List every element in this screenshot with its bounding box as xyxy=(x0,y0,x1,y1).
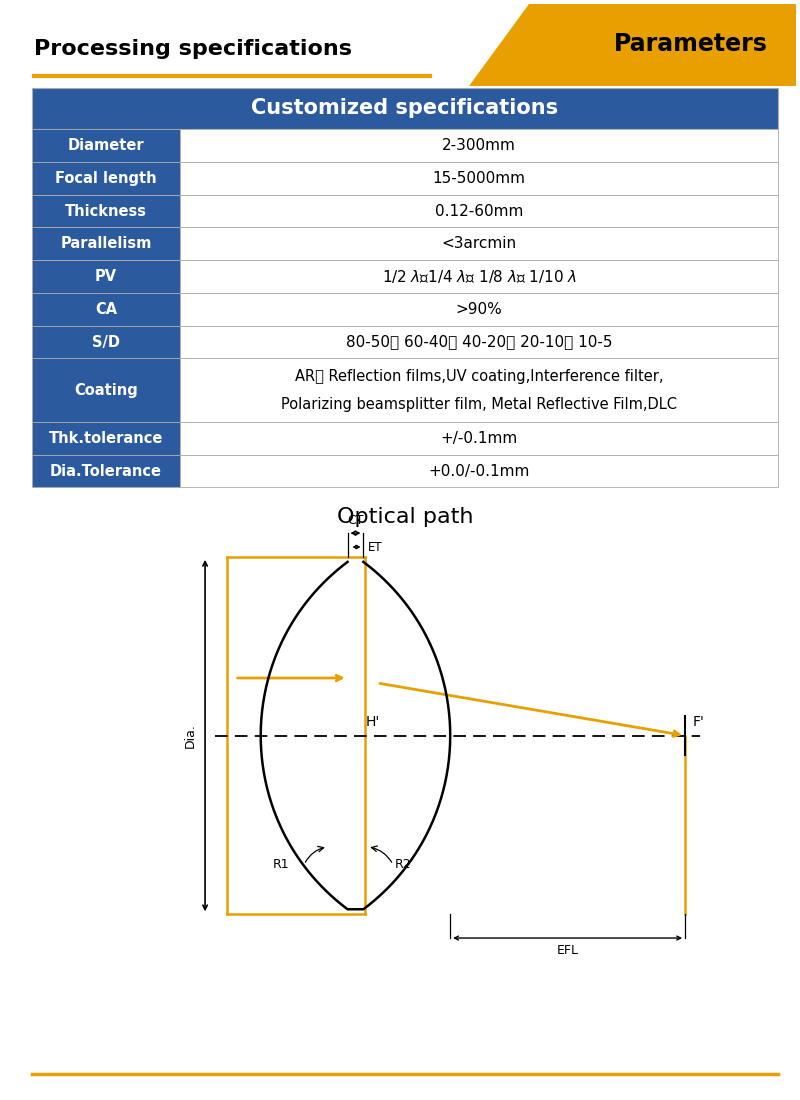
Text: 2-300mm: 2-300mm xyxy=(442,139,516,153)
Text: R2: R2 xyxy=(395,858,412,871)
Bar xyxy=(180,326,778,359)
Text: Customized specifications: Customized specifications xyxy=(251,98,558,119)
Text: Thickness: Thickness xyxy=(65,204,147,219)
Text: Processing specifications: Processing specifications xyxy=(34,39,352,58)
Text: ET: ET xyxy=(368,540,383,553)
Polygon shape xyxy=(470,4,796,86)
Bar xyxy=(32,261,180,293)
Text: Dia.Tolerance: Dia.Tolerance xyxy=(50,463,162,478)
Text: 1/2 $\lambda$、1/4 $\lambda$、 1/8 $\lambda$、 1/10 $\lambda$: 1/2 $\lambda$、1/4 $\lambda$、 1/8 $\lambd… xyxy=(382,268,577,285)
Text: Coating: Coating xyxy=(74,383,138,398)
Text: Focal length: Focal length xyxy=(55,170,157,186)
Text: Optical path: Optical path xyxy=(337,507,473,527)
Bar xyxy=(180,261,778,293)
Text: Polarizing beamsplitter film, Metal Reflective Film,DLC: Polarizing beamsplitter film, Metal Refl… xyxy=(281,397,677,411)
Bar xyxy=(180,162,778,195)
Text: EFL: EFL xyxy=(557,944,578,957)
Text: S/D: S/D xyxy=(92,334,120,350)
Text: PV: PV xyxy=(95,270,117,284)
Bar xyxy=(180,228,778,261)
Bar xyxy=(180,129,778,162)
Text: <3arcmin: <3arcmin xyxy=(442,236,517,251)
Text: R1: R1 xyxy=(273,858,289,871)
Bar xyxy=(32,422,180,454)
Text: Dia.: Dia. xyxy=(184,723,197,748)
Bar xyxy=(32,454,180,487)
Bar xyxy=(32,129,180,162)
Text: Diameter: Diameter xyxy=(68,139,145,153)
Bar xyxy=(180,454,778,487)
Text: Parallelism: Parallelism xyxy=(61,236,152,251)
Text: H': H' xyxy=(366,715,380,728)
Text: CT: CT xyxy=(347,514,364,527)
Bar xyxy=(32,293,180,326)
Text: Thk.tolerance: Thk.tolerance xyxy=(49,431,163,446)
Bar xyxy=(180,293,778,326)
Text: AR、 Reflection films,UV coating,Interference filter,: AR、 Reflection films,UV coating,Interfer… xyxy=(295,368,663,384)
Bar xyxy=(32,326,180,359)
Text: F': F' xyxy=(693,715,705,728)
Text: Parameters: Parameters xyxy=(614,32,768,56)
Text: 0.12-60mm: 0.12-60mm xyxy=(435,204,523,219)
Text: 80-50、 60-40、 40-20、 20-10、 10-5: 80-50、 60-40、 40-20、 20-10、 10-5 xyxy=(346,334,613,350)
Text: CA: CA xyxy=(95,301,117,317)
Bar xyxy=(32,228,180,261)
Bar xyxy=(32,195,180,228)
Text: 15-5000mm: 15-5000mm xyxy=(433,170,526,186)
Text: +/-0.1mm: +/-0.1mm xyxy=(441,431,518,446)
Bar xyxy=(180,195,778,228)
Text: +0.0/-0.1mm: +0.0/-0.1mm xyxy=(429,463,530,478)
Bar xyxy=(32,359,180,422)
Bar xyxy=(180,359,778,422)
Bar xyxy=(32,162,180,195)
Text: >90%: >90% xyxy=(456,301,502,317)
Bar xyxy=(180,422,778,454)
Bar xyxy=(32,88,778,129)
